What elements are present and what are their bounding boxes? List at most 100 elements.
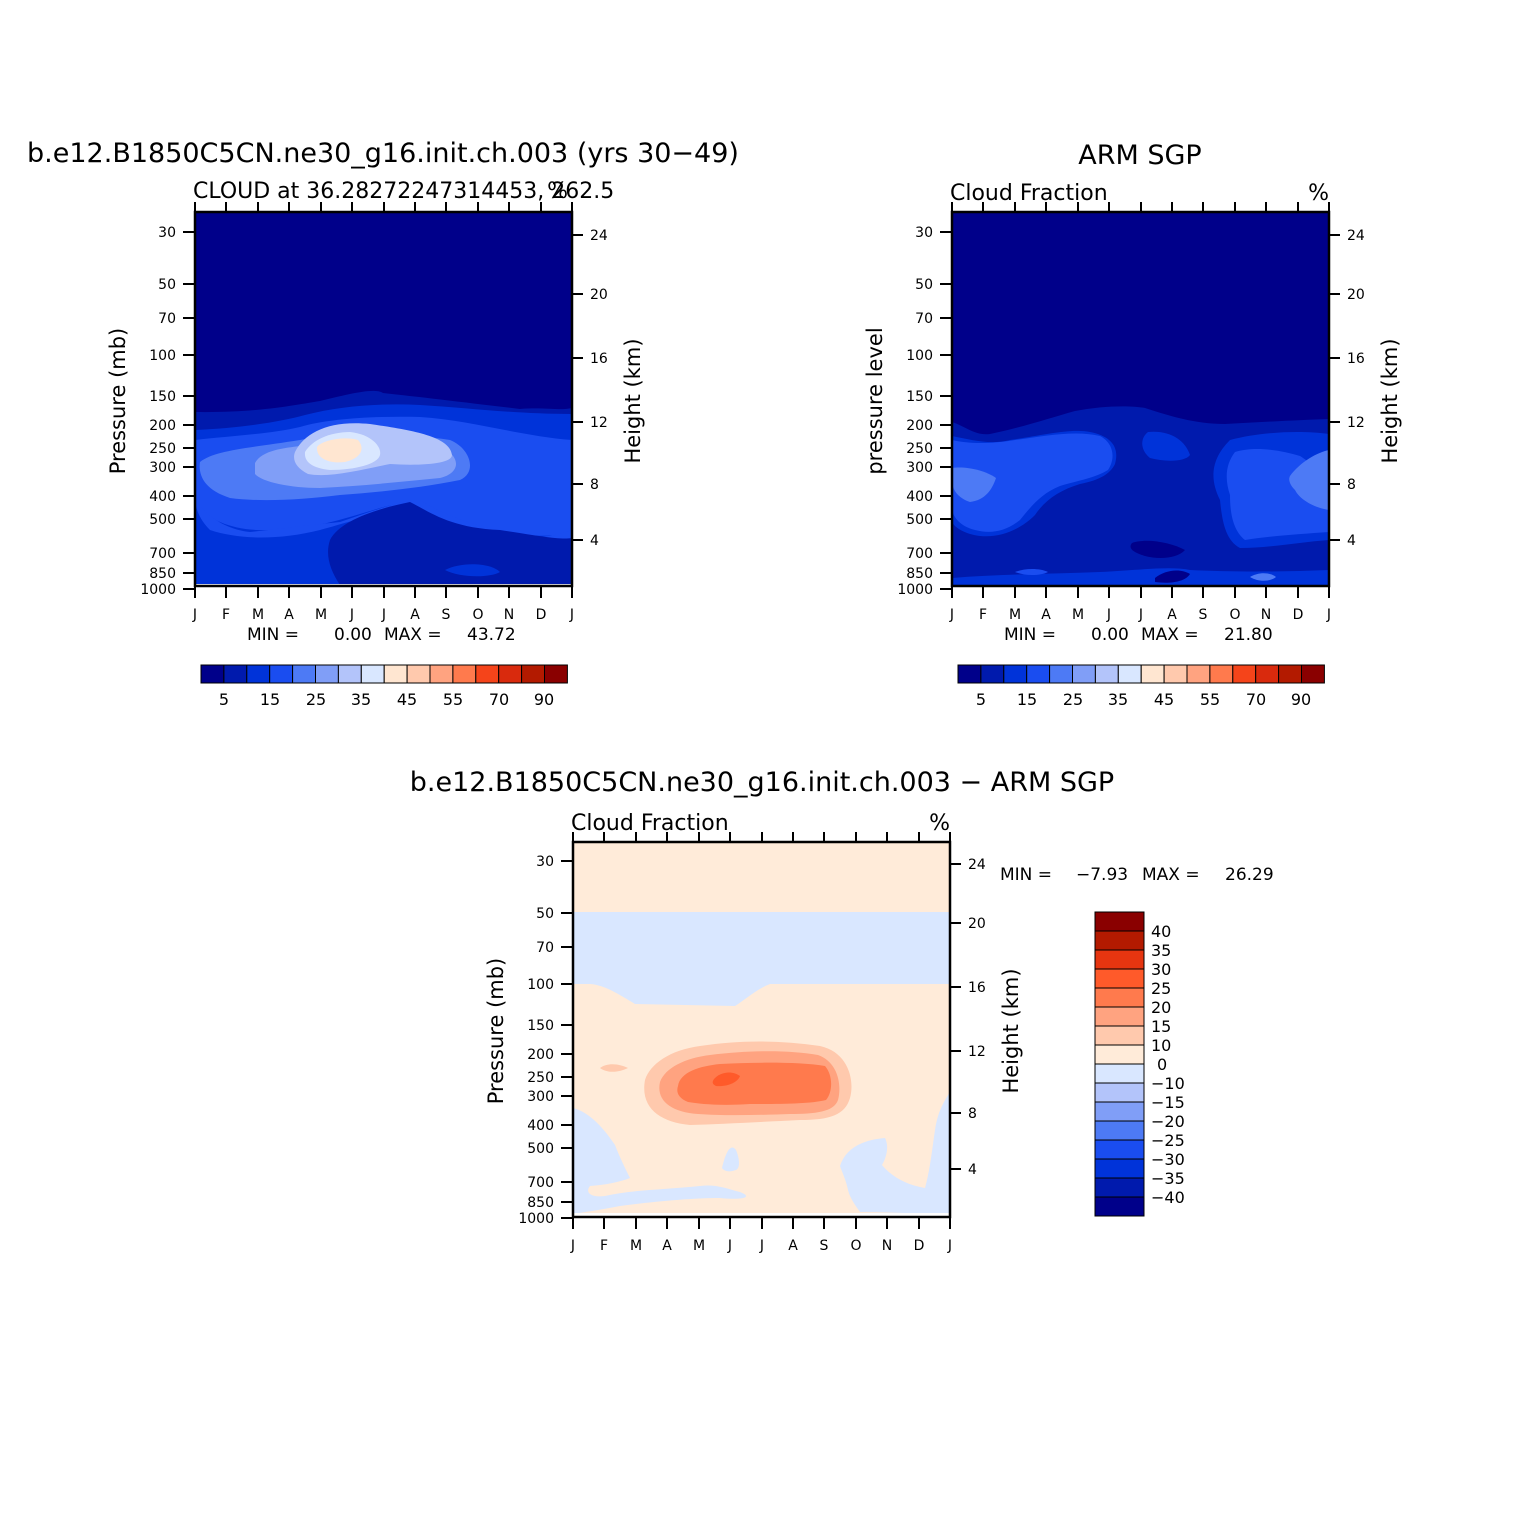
panel-diff-title: b.e12.B1850C5CN.ne30_g16.init.ch.003 − A… — [410, 767, 1114, 798]
colorbar-box — [1094, 1082, 1145, 1103]
x-tick-label: M — [693, 1238, 705, 1254]
y-tick-label: 50 — [536, 906, 554, 922]
y-tick-label: 300 — [527, 1089, 554, 1105]
panel-diff-units: % — [929, 811, 950, 836]
y-tick-label: 300 — [906, 460, 933, 476]
x-tick-label: A — [788, 1238, 798, 1254]
colorbar-box — [246, 664, 271, 684]
colorbar-box — [223, 664, 248, 684]
y-tick-label: 30 — [915, 225, 933, 241]
colorbar-label: −35 — [1151, 1169, 1185, 1188]
colorbar-label: 15 — [1017, 690, 1037, 709]
panel-model-contours — [195, 212, 572, 587]
y-tick-label: 700 — [149, 546, 176, 562]
x-tick-label: F — [600, 1238, 608, 1254]
colorbar-box — [360, 664, 385, 684]
x-tick-label: J — [569, 607, 574, 623]
y-tick-label: 100 — [149, 348, 176, 364]
panel-model-min-value: 0.00 — [334, 625, 372, 645]
colorbar-label: 20 — [1151, 998, 1171, 1017]
x-tick-label: J — [1138, 607, 1143, 623]
x-tick-label: N — [882, 1238, 892, 1254]
y-tick-label: 200 — [149, 418, 176, 434]
colorbar-label: 90 — [1291, 690, 1311, 709]
colorbar-label: 25 — [1063, 690, 1083, 709]
panel-obs-min-value: 0.00 — [1091, 625, 1129, 645]
colorbar-box — [315, 664, 339, 684]
x-tick-label: D — [1293, 607, 1304, 623]
y-right-tick-label: 8 — [590, 477, 599, 493]
panel-obs: ARM SGP Cloud Fraction % J F — [863, 140, 1402, 709]
panel-obs-subtitle: Cloud Fraction — [950, 181, 1108, 206]
colorbar-box — [544, 664, 568, 684]
x-tick-label: J — [381, 607, 386, 623]
colorbar-box — [383, 664, 408, 684]
x-tick-label: A — [1041, 607, 1051, 623]
y-right-tick-label: 4 — [968, 1162, 977, 1178]
y-right-tick-label: 12 — [968, 1044, 986, 1060]
panel-obs-units: % — [1308, 181, 1329, 206]
colorbar-box — [1232, 664, 1257, 684]
y-right-tick-label: 8 — [968, 1106, 977, 1122]
panel-model-colorbar: 5 15 25 35 45 55 70 90 — [200, 664, 568, 709]
x-tick-label: J — [949, 607, 954, 623]
y-right-tick-label: 16 — [1347, 351, 1365, 367]
x-tick-label: J — [570, 1238, 575, 1254]
y-tick-label: 1000 — [140, 582, 176, 598]
y-tick-label: 1000 — [518, 1211, 554, 1227]
colorbar-label: 35 — [1108, 690, 1128, 709]
y-tick-label: 850 — [149, 566, 176, 582]
panel-diff-subtitle: Cloud Fraction — [571, 811, 729, 836]
panel-diff-min-label: MIN = — [1000, 865, 1052, 885]
y-tick-label: 850 — [527, 1195, 554, 1211]
colorbar-box — [1049, 664, 1073, 684]
panel-diff-xticks — [572, 832, 951, 1229]
colorbar-label: 90 — [534, 690, 554, 709]
colorbar-box — [1094, 1120, 1145, 1141]
colorbar-box — [1094, 1196, 1145, 1217]
colorbar-label: −20 — [1151, 1112, 1185, 1131]
panel-obs-max-value: 21.80 — [1224, 625, 1273, 645]
colorbar-label: 15 — [260, 690, 280, 709]
y-tick-label: 150 — [149, 389, 176, 405]
panel-model-ylabel: Pressure (mb) — [106, 328, 130, 475]
colorbar-box — [1094, 1158, 1145, 1179]
y-right-tick-label: 24 — [1347, 228, 1365, 244]
colorbar-box — [1003, 664, 1028, 684]
colorbar-label: 35 — [351, 690, 371, 709]
y-tick-label: 70 — [158, 311, 176, 327]
y-tick-label: 50 — [915, 277, 933, 293]
colorbar-box — [429, 664, 454, 684]
y-tick-label: 70 — [915, 311, 933, 327]
x-tick-label: J — [759, 1238, 764, 1254]
y-tick-label: 400 — [149, 489, 176, 505]
x-tick-label: A — [662, 1238, 672, 1254]
x-tick-label: S — [1199, 607, 1208, 623]
y-right-tick-label: 16 — [590, 351, 608, 367]
x-tick-label: A — [284, 607, 294, 623]
y-tick-label: 150 — [906, 389, 933, 405]
panel-model-max-label: MAX = — [384, 625, 442, 645]
panel-model-subtitle: CLOUD at 36.28272247314453, 262.5 — [193, 179, 614, 204]
y-tick-label: 100 — [906, 348, 933, 364]
x-tick-label: J — [192, 607, 197, 623]
y-right-tick-label: 12 — [1347, 415, 1365, 431]
panel-diff-colorbar: 40 35 30 25 20 15 10 0 −10 −15 −20 −25 −… — [1094, 911, 1185, 1217]
panel-model-xticks — [194, 202, 573, 598]
y-right-tick-label: 8 — [1347, 477, 1356, 493]
x-tick-label: M — [315, 607, 327, 623]
y-tick-label: 250 — [906, 441, 933, 457]
colorbar-box — [1094, 1177, 1145, 1198]
colorbar-box — [475, 664, 500, 684]
colorbar-box — [957, 664, 982, 684]
y-right-tick-label: 16 — [968, 980, 986, 996]
panel-model: b.e12.B1850C5CN.ne30_g16.init.ch.003 (yr… — [27, 138, 739, 709]
colorbar-box — [1094, 1139, 1145, 1160]
colorbar-box — [1209, 664, 1234, 684]
y-tick-label: 400 — [906, 489, 933, 505]
colorbar-label: 70 — [1246, 690, 1266, 709]
x-tick-label: N — [504, 607, 514, 623]
colorbar-box — [406, 664, 431, 684]
colorbar-box — [1094, 968, 1145, 989]
colorbar-box — [1186, 664, 1211, 684]
